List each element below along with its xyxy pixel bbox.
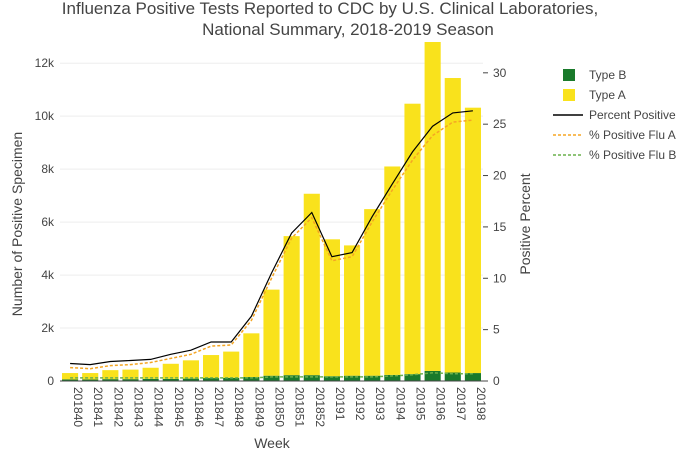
x-tick-label: 20197 bbox=[454, 387, 468, 421]
bar-type-a bbox=[344, 245, 361, 376]
bar-type-a bbox=[82, 373, 99, 380]
legend-label: Type B bbox=[589, 68, 626, 82]
x-tick-label: 20195 bbox=[414, 387, 428, 421]
y-tick-label: 8k bbox=[41, 162, 55, 176]
bar-type-a bbox=[203, 355, 220, 379]
legend-swatch bbox=[563, 89, 575, 101]
y2-tick-label: 20 bbox=[493, 169, 507, 183]
x-tick-label: 20193 bbox=[373, 387, 387, 421]
chart-title: Influenza Positive Tests Reported to CDC… bbox=[62, 0, 598, 18]
bar-type-a bbox=[404, 103, 421, 375]
bar-type-b bbox=[464, 373, 481, 381]
x-tick-label: 201852 bbox=[313, 387, 327, 427]
x-tick-label: 201851 bbox=[293, 387, 307, 427]
x-tick-label: 20198 bbox=[474, 387, 488, 421]
y2-tick-label: 30 bbox=[493, 66, 507, 80]
bar-type-b bbox=[102, 379, 119, 381]
bar-type-a bbox=[223, 351, 240, 378]
bar-type-a bbox=[122, 369, 139, 380]
y2-tick-label: 5 bbox=[493, 323, 500, 337]
line--positive-flu-a bbox=[70, 119, 473, 370]
bar-type-a bbox=[424, 42, 441, 371]
bar-type-b bbox=[223, 377, 240, 381]
x-tick-label: 201845 bbox=[172, 387, 186, 427]
bar-type-b bbox=[344, 375, 361, 381]
x-tick-label: 201847 bbox=[212, 387, 226, 427]
x-tick-label: 201850 bbox=[273, 387, 287, 427]
bar-type-a bbox=[444, 78, 461, 373]
legend-label: % Positive Flu B bbox=[589, 148, 676, 162]
bar-type-a bbox=[102, 370, 119, 380]
x-tick-label: 201843 bbox=[132, 387, 146, 427]
bar-type-b bbox=[243, 377, 260, 381]
bar-type-a bbox=[62, 373, 79, 380]
bar-type-a bbox=[182, 360, 199, 379]
x-tick-label: 201846 bbox=[192, 387, 206, 427]
x-tick-label: 20196 bbox=[434, 387, 448, 421]
line--positive-flu-b bbox=[70, 372, 473, 379]
y-tick-label: 0 bbox=[47, 374, 54, 388]
y2-tick-label: 25 bbox=[493, 117, 507, 131]
x-tick-label: 20191 bbox=[333, 387, 347, 421]
legend-label: Percent Positive bbox=[589, 108, 676, 122]
y-tick-label: 10k bbox=[35, 109, 55, 123]
legend-label: Type A bbox=[589, 88, 626, 102]
bar-type-a bbox=[303, 193, 320, 376]
y2-tick-label: 15 bbox=[493, 220, 507, 234]
bar-type-b bbox=[323, 376, 340, 381]
y-tick-label: 6k bbox=[41, 215, 55, 229]
x-tick-label: 201844 bbox=[152, 387, 166, 427]
bars bbox=[62, 42, 481, 381]
chart-subtitle: National Summary, 2018-2019 Season bbox=[202, 20, 494, 39]
bar-type-a bbox=[243, 333, 260, 378]
bar-type-b bbox=[62, 379, 79, 381]
bar-type-b bbox=[404, 374, 421, 381]
bar-type-a bbox=[162, 363, 179, 379]
bar-type-b bbox=[142, 378, 159, 381]
bar-type-a bbox=[283, 236, 300, 376]
bar-type-b bbox=[122, 379, 139, 381]
bar-type-b bbox=[303, 375, 320, 381]
x-tick-label: 201848 bbox=[232, 387, 246, 427]
y-axis-title: Number of Positive Specimen bbox=[9, 132, 25, 316]
legend: Type B Type A Percent Positive % Positive F… bbox=[553, 68, 676, 162]
x-tick-label: 201841 bbox=[91, 387, 105, 427]
bar-type-b bbox=[424, 370, 441, 381]
bar-type-b bbox=[444, 372, 461, 381]
bar-type-b bbox=[203, 378, 220, 381]
x-tick-label: 201840 bbox=[71, 387, 85, 427]
bar-type-a bbox=[364, 209, 381, 376]
bar-type-a bbox=[323, 239, 340, 377]
y-tick-label: 2k bbox=[41, 321, 55, 335]
y-tick-label: 12k bbox=[35, 56, 55, 70]
series-lines bbox=[70, 110, 473, 379]
y2-tick-label: 0 bbox=[493, 374, 500, 388]
bar-type-b bbox=[283, 375, 300, 381]
x-axis-title: Week bbox=[254, 435, 291, 450]
bar-type-a bbox=[464, 107, 481, 374]
y2-tick-label: 10 bbox=[493, 271, 507, 285]
bar-type-b bbox=[364, 375, 381, 381]
legend-swatch bbox=[563, 69, 575, 81]
bar-type-a bbox=[263, 289, 280, 376]
x-tick-label: 20192 bbox=[353, 387, 367, 421]
line-percent-positive bbox=[70, 110, 473, 366]
x-tick-label: 201842 bbox=[111, 387, 125, 427]
x-tick-label: 20194 bbox=[393, 387, 407, 421]
bar-type-b bbox=[162, 378, 179, 381]
axes: 0 2k 4k 6k 8k 10k 12k 0 5 10 15 20 25 30 201840 201841 2… bbox=[35, 56, 507, 427]
bar-type-b bbox=[182, 378, 199, 381]
bar-type-a bbox=[142, 367, 159, 379]
bar-type-a bbox=[384, 166, 401, 375]
y-tick-label: 4k bbox=[41, 268, 55, 282]
legend-label: % Positive Flu A bbox=[589, 128, 676, 142]
bar-type-b bbox=[384, 374, 401, 381]
bar-type-b bbox=[82, 379, 99, 381]
x-tick-label: 201849 bbox=[252, 387, 266, 427]
y2-axis-title: Positive Percent bbox=[517, 173, 533, 274]
bar-type-b bbox=[263, 375, 280, 381]
